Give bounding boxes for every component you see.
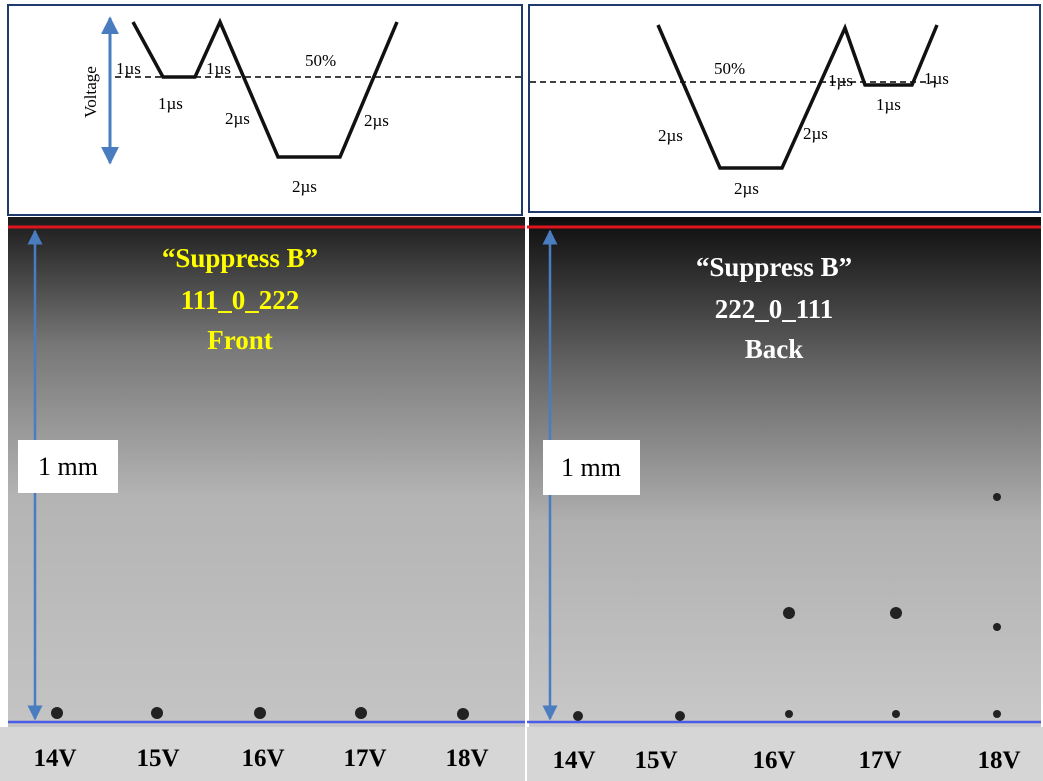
voltage-label: 16V — [752, 747, 795, 774]
duration-label: 1µs — [876, 95, 901, 114]
title-line: Front — [207, 325, 273, 355]
droplet — [675, 711, 685, 721]
scale-label: 1 mm — [38, 452, 98, 481]
duration-label: 2µs — [225, 109, 250, 128]
droplet — [573, 711, 583, 721]
title: “Suppress B” 222_0_111 Back — [696, 252, 852, 364]
label-strip — [0, 727, 1043, 781]
axis-label: Voltage — [81, 66, 100, 118]
title: “Suppress B” 111_0_222 Front — [162, 243, 318, 355]
droplets — [51, 493, 1001, 721]
title-line: “Suppress B” — [696, 252, 852, 282]
duration-label: 1µs — [116, 59, 141, 78]
voltage-label: 17V — [343, 745, 386, 772]
voltage-label: 18V — [445, 745, 488, 772]
droplet — [993, 493, 1001, 501]
duration-label: 1µs — [924, 69, 949, 88]
voltage-label: 16V — [241, 745, 284, 772]
duration-label: 2µs — [292, 177, 317, 196]
duration-label: 2µs — [803, 124, 828, 143]
droplet — [785, 710, 793, 718]
duration-label: 1µs — [828, 71, 853, 90]
droplet — [783, 607, 795, 619]
voltage-label: 14V — [552, 747, 595, 774]
droplet — [355, 707, 367, 719]
level-label: 50% — [714, 59, 745, 78]
waveform — [131, 17, 399, 159]
droplet — [890, 607, 902, 619]
droplet — [892, 710, 900, 718]
title-line: 111_0_222 — [181, 285, 300, 315]
voltage-label: 17V — [858, 747, 901, 774]
waveform-box — [7, 4, 523, 216]
droplet — [457, 708, 469, 720]
duration-label: 2µs — [734, 179, 759, 198]
title-line: Back — [745, 334, 804, 364]
title-line: 222_0_111 — [715, 294, 834, 324]
scale-box — [18, 440, 118, 493]
droplet — [51, 707, 63, 719]
duration-label: 2µs — [364, 111, 389, 130]
duration-label: 2µs — [658, 126, 683, 145]
droplet — [254, 707, 266, 719]
waveform-box — [528, 4, 1041, 213]
level-label: 50% — [305, 51, 336, 70]
voltage-label: 15V — [136, 745, 179, 772]
title-line: “Suppress B” — [162, 243, 318, 273]
droplet — [993, 710, 1001, 718]
voltage-label: 15V — [634, 747, 677, 774]
droplet — [151, 707, 163, 719]
waveform — [656, 23, 939, 170]
scale-label: 1 mm — [561, 453, 621, 482]
scale-box — [543, 440, 640, 495]
voltage-label: 18V — [977, 747, 1020, 774]
droplet — [993, 623, 1001, 631]
duration-label: 1µs — [206, 59, 231, 78]
duration-label: 1µs — [158, 94, 183, 113]
voltage-label: 14V — [33, 745, 76, 772]
